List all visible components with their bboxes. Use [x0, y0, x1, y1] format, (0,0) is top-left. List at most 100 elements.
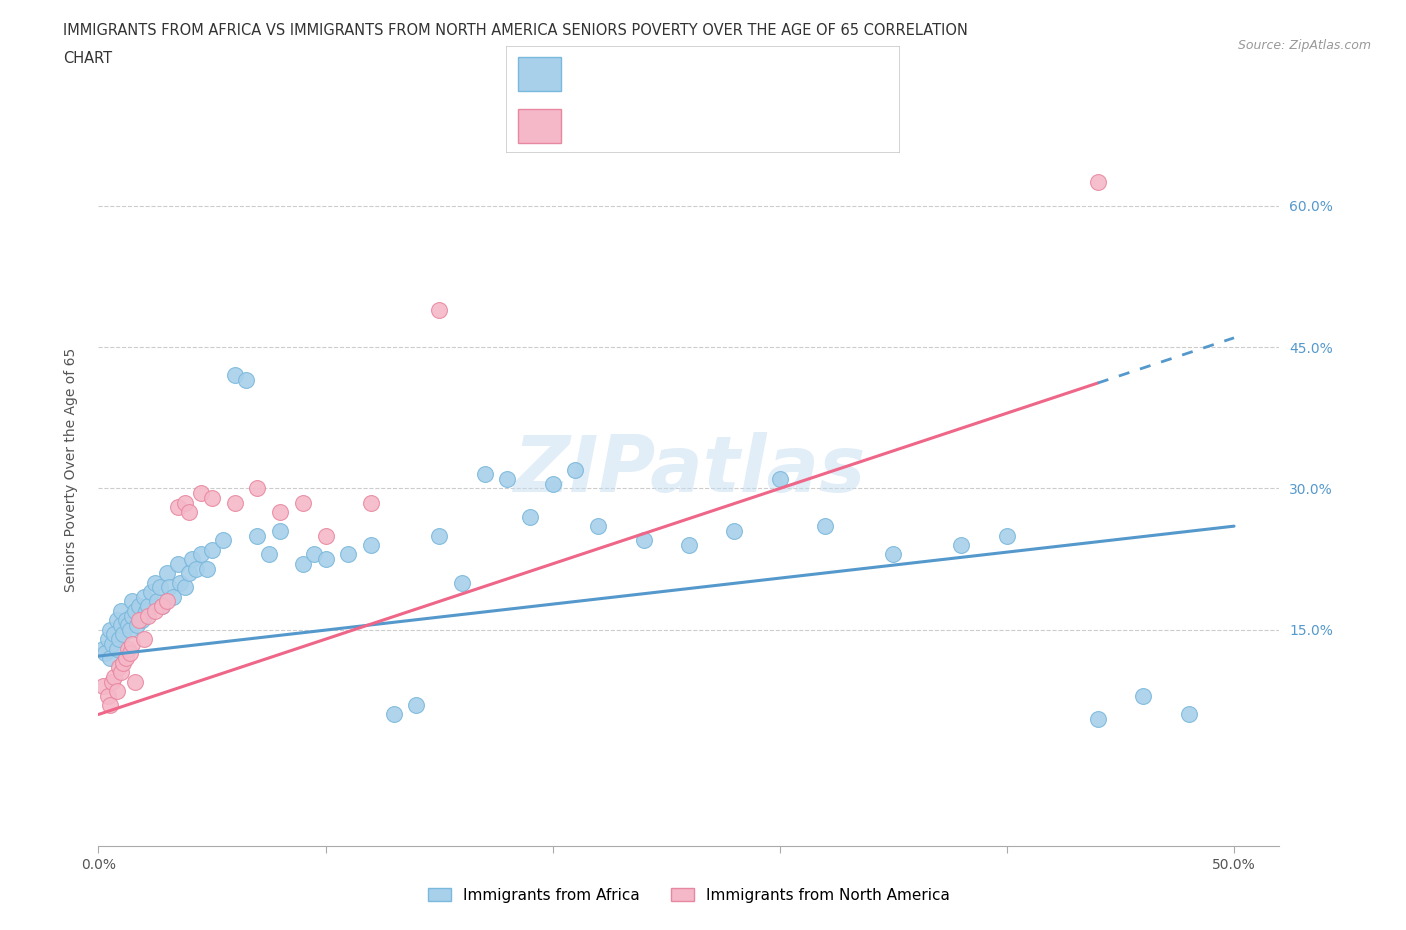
Point: [108, 660, 131, 675]
Point: [950, 538, 973, 552]
Point: [101, 674, 124, 689]
Point: [269, 524, 291, 538]
Point: [162, 590, 184, 604]
Point: [143, 604, 166, 618]
Point: [114, 651, 136, 666]
Point: [146, 594, 169, 609]
Text: R =: R =: [576, 65, 614, 84]
Point: [269, 505, 291, 520]
Y-axis label: Seniors Poverty Over the Age of 65: Seniors Poverty Over the Age of 65: [63, 348, 77, 591]
Point: [184, 561, 207, 576]
Point: [173, 495, 195, 510]
Point: [201, 542, 224, 557]
Point: [149, 580, 172, 595]
Point: [474, 467, 496, 482]
Point: [882, 547, 904, 562]
Text: 0.674: 0.674: [628, 116, 683, 135]
Point: [995, 528, 1018, 543]
Point: [157, 580, 180, 595]
Point: [541, 476, 564, 491]
Point: [103, 627, 125, 642]
Point: [91, 641, 114, 656]
Point: [120, 622, 142, 637]
Point: [96, 688, 118, 703]
Point: [103, 670, 125, 684]
Point: [564, 462, 586, 477]
Point: [108, 631, 131, 646]
Text: 0.306: 0.306: [628, 65, 683, 84]
Point: [173, 580, 195, 595]
Text: 33: 33: [782, 116, 806, 135]
Point: [124, 674, 146, 689]
Point: [246, 528, 269, 543]
Point: [112, 656, 135, 671]
Text: IMMIGRANTS FROM AFRICA VS IMMIGRANTS FROM NORTH AMERICA SENIORS POVERTY OVER THE: IMMIGRANTS FROM AFRICA VS IMMIGRANTS FRO…: [63, 23, 969, 38]
Point: [143, 575, 166, 591]
Point: [427, 528, 450, 543]
Point: [291, 556, 314, 571]
Point: [110, 604, 132, 618]
Point: [201, 490, 224, 505]
Point: [124, 604, 146, 618]
Point: [246, 481, 269, 496]
Point: [769, 472, 792, 486]
Point: [197, 561, 219, 576]
Point: [224, 495, 246, 510]
Point: [1177, 707, 1199, 722]
Point: [1087, 711, 1109, 726]
Point: [302, 547, 325, 562]
Point: [179, 505, 201, 520]
Point: [94, 645, 117, 660]
Point: [138, 599, 160, 614]
Point: [117, 641, 139, 656]
Text: 75: 75: [782, 65, 806, 84]
Point: [427, 302, 450, 317]
Point: [291, 495, 314, 510]
Legend: Immigrants from Africa, Immigrants from North America: Immigrants from Africa, Immigrants from …: [420, 880, 957, 910]
Text: Source: ZipAtlas.com: Source: ZipAtlas.com: [1237, 39, 1371, 52]
Point: [155, 565, 177, 580]
Point: [96, 631, 118, 646]
Point: [586, 519, 609, 534]
Point: [337, 547, 360, 562]
Point: [110, 618, 132, 632]
Point: [155, 594, 177, 609]
Point: [167, 500, 190, 515]
Text: ZIPatlas: ZIPatlas: [513, 432, 865, 508]
Text: CHART: CHART: [63, 51, 112, 66]
Point: [125, 618, 148, 632]
Point: [678, 538, 700, 552]
Point: [315, 551, 337, 566]
FancyBboxPatch shape: [517, 109, 561, 143]
Text: R =: R =: [576, 116, 614, 135]
FancyBboxPatch shape: [517, 58, 561, 91]
Point: [360, 495, 382, 510]
Point: [105, 641, 128, 656]
Point: [132, 590, 155, 604]
Point: [167, 556, 190, 571]
Point: [105, 613, 128, 628]
Point: [1132, 688, 1154, 703]
Point: [121, 636, 143, 651]
Point: [814, 519, 837, 534]
Point: [224, 368, 246, 383]
Point: [128, 599, 150, 614]
Point: [121, 608, 143, 623]
Point: [101, 636, 124, 651]
Point: [315, 528, 337, 543]
Text: N =: N =: [723, 65, 762, 84]
Point: [169, 575, 191, 591]
Point: [98, 698, 121, 712]
Point: [496, 472, 519, 486]
Point: [105, 684, 128, 698]
Point: [132, 608, 155, 623]
Point: [98, 651, 121, 666]
Point: [723, 524, 745, 538]
Point: [633, 533, 655, 548]
Point: [150, 599, 173, 614]
Point: [179, 565, 201, 580]
Point: [212, 533, 235, 548]
Point: [139, 585, 162, 600]
Point: [138, 608, 160, 623]
Point: [117, 618, 139, 632]
